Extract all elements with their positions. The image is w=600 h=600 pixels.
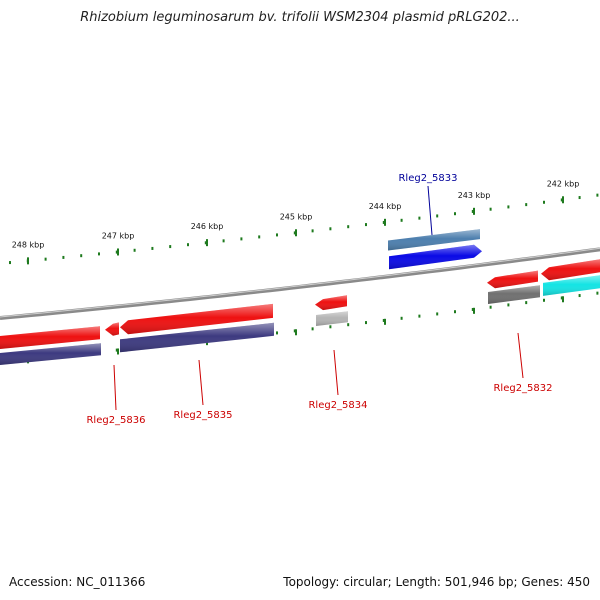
cyan-block[interactable] [543, 275, 600, 296]
gene-label-rleg2-5834[interactable]: Rleg2_5834 [308, 400, 367, 411]
navy-block-center[interactable] [120, 322, 274, 353]
gene-label-rleg2-5835[interactable]: Rleg2_5835 [173, 410, 232, 421]
leader-line-rleg2-5832 [517, 332, 524, 379]
tick-label: 247 kbp [102, 231, 135, 240]
tick-label: 246 kbp [191, 222, 224, 231]
cds-rleg2-5836-arrow[interactable] [105, 322, 119, 336]
gray-block[interactable] [488, 285, 540, 304]
gene-label-rleg2-5832[interactable]: Rleg2_5832 [493, 383, 552, 394]
gene-label-rleg2-5836[interactable]: Rleg2_5836 [86, 415, 145, 426]
leader-line-rleg2-5834 [333, 349, 339, 396]
cds-rleg2-5836-block[interactable] [0, 326, 100, 349]
genome-stats-label: Topology: circular; Length: 501,946 bp; … [283, 575, 590, 589]
steelblue-block[interactable] [388, 229, 480, 251]
leader-line-rleg2-5836 [113, 364, 117, 411]
cds-rleg2-5832-arrow[interactable] [487, 270, 538, 289]
leader-line-rleg2-5833 [427, 185, 433, 236]
cds-rleg2-5835-arrow[interactable] [120, 303, 273, 335]
cds-next-arrow[interactable] [541, 259, 600, 281]
tick-label: 243 kbp [458, 191, 491, 200]
accession-label: Accession: NC_011366 [9, 575, 146, 589]
tick-label: 248 kbp [12, 240, 45, 249]
cds-rleg2-5834-arrow[interactable] [315, 295, 347, 311]
leader-line-rleg2-5835 [198, 359, 204, 406]
map-title: Rhizobium leguminosarum bv. trifolii WSM… [80, 10, 520, 25]
gene-label-rleg2-5833[interactable]: Rleg2_5833 [398, 173, 457, 184]
lightgray-block[interactable] [316, 311, 348, 326]
cds-rleg2-5833-arrow[interactable] [389, 244, 482, 270]
tick-label: 244 kbp [369, 202, 402, 211]
tick-label: 245 kbp [280, 212, 313, 221]
tick-label: 242 kbp [547, 179, 580, 188]
backbone-line [0, 247, 600, 320]
navy-block-left[interactable] [0, 343, 101, 365]
